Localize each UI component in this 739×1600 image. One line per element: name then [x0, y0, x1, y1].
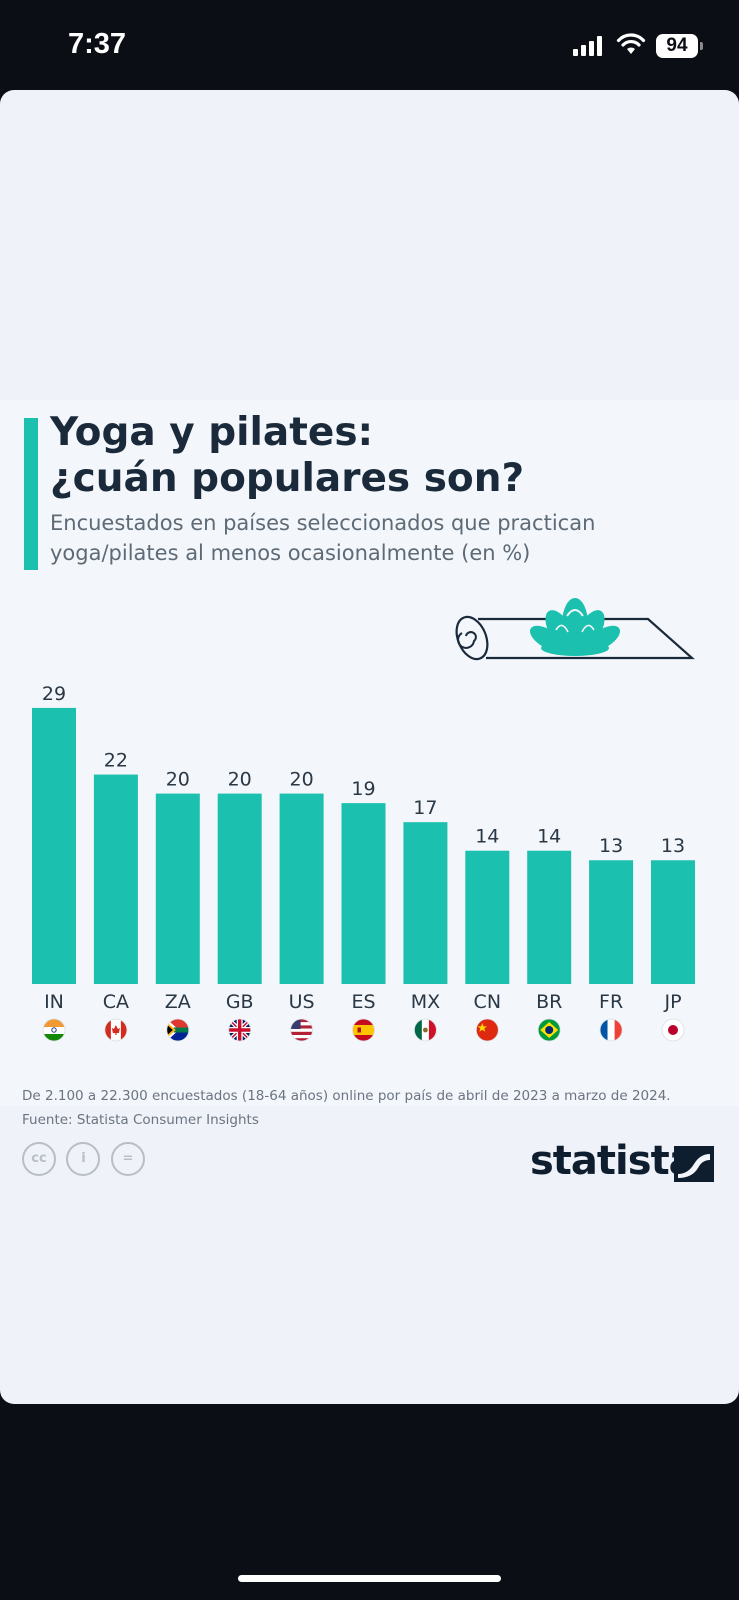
title-line-1: Yoga y pilates:: [50, 410, 374, 455]
source-line: Fuente: Statista Consumer Insights: [22, 1112, 259, 1128]
france-flag-icon: [599, 1018, 623, 1042]
category-label-us: US: [289, 991, 315, 1013]
uk-flag-icon: [228, 1018, 252, 1042]
value-label-ca: 22: [104, 750, 128, 772]
china-flag-icon: [475, 1018, 499, 1042]
attribution-icon: i: [66, 1142, 101, 1176]
no-derivatives-icon: =: [110, 1142, 145, 1176]
bar-za: [155, 793, 200, 984]
category-label-gb: GB: [226, 991, 254, 1013]
battery-icon: 94: [656, 34, 698, 58]
wifi-icon: [616, 33, 646, 54]
bar-in: [32, 707, 76, 984]
chart-title: Yoga y pilates: ¿cuán populares son?: [50, 410, 710, 502]
category-label-fr: FR: [599, 991, 623, 1013]
yoga-mat-lotus-icon: [455, 598, 695, 661]
category-label-br: BR: [536, 991, 562, 1013]
battery-nub: [700, 42, 703, 50]
spain-flag-icon: [352, 1018, 375, 1042]
category-label-za: ZA: [165, 991, 191, 1013]
chart-subtitle: Encuestados en países seleccionados que …: [50, 508, 710, 568]
canada-flag-icon: [104, 1018, 128, 1042]
clock: 7:37: [68, 28, 127, 60]
category-label-es: ES: [351, 991, 375, 1013]
category-label-jp: JP: [663, 991, 681, 1013]
bar-fr: [589, 860, 634, 984]
japan-flag-icon: [661, 1018, 685, 1042]
image-card[interactable]: Yoga y pilates: ¿cuán populares son? Enc…: [0, 90, 739, 1404]
chart-footnote: De 2.100 a 22.300 encuestados (18-64 año…: [22, 1084, 722, 1132]
bar-mx: [403, 822, 448, 984]
license-icons: cc i =: [22, 1142, 151, 1178]
bar-chart: 29 IN 22 CA 20 ZA 20 GB 20 US 19 ES 17 MX 14 CN 14 BR 13 FR…: [32, 598, 695, 1042]
bar-br: [527, 850, 572, 984]
value-label-cn: 14: [475, 826, 499, 848]
brazil-flag-icon: [537, 1018, 561, 1042]
subtitle-line-1: Encuestados en países seleccionados que …: [50, 511, 596, 535]
india-flag-icon: [42, 1018, 66, 1042]
value-label-mx: 17: [413, 797, 437, 819]
cellular-signal-icon: [573, 34, 603, 56]
bar-es: [341, 803, 386, 984]
value-label-us: 20: [290, 769, 314, 791]
value-label-fr: 13: [599, 835, 623, 857]
bar-us: [279, 793, 324, 984]
brand-wordmark: statista: [530, 1138, 696, 1184]
creative-commons-icon: cc: [22, 1142, 56, 1176]
subtitle-line-2: yoga/pilates al menos ocasionalmente (en…: [50, 541, 531, 565]
category-label-mx: MX: [411, 991, 440, 1013]
bar-cn: [465, 850, 510, 984]
statista-mark-icon: [674, 1146, 714, 1182]
usa-flag-icon: [290, 1018, 314, 1042]
infographic: Yoga y pilates: ¿cuán populares son? Enc…: [0, 400, 739, 1184]
value-label-za: 20: [166, 769, 190, 791]
value-label-br: 14: [537, 826, 561, 848]
south-africa-flag-icon: [166, 1018, 190, 1042]
bar-gb: [217, 793, 262, 984]
title-line-2: ¿cuán populares son?: [50, 456, 525, 501]
sample-note: De 2.100 a 22.300 encuestados (18-64 año…: [22, 1088, 671, 1104]
category-label-in: IN: [44, 991, 64, 1013]
bar-ca: [93, 774, 138, 984]
status-bar: 7:37 94: [0, 0, 739, 90]
bar-jp: [651, 860, 695, 984]
value-label-gb: 20: [228, 769, 252, 791]
value-label-jp: 13: [661, 835, 685, 857]
value-label-es: 19: [351, 778, 375, 800]
category-label-ca: CA: [103, 991, 129, 1013]
category-label-cn: CN: [474, 991, 501, 1013]
mexico-flag-icon: [413, 1018, 437, 1042]
value-label-in: 29: [42, 683, 66, 705]
home-indicator[interactable]: [238, 1575, 501, 1582]
accent-bar: [24, 418, 38, 570]
